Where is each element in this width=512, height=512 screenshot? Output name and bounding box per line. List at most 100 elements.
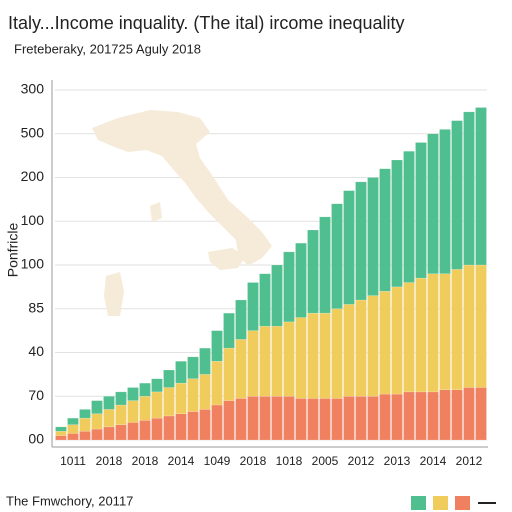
bar-segment bbox=[403, 282, 415, 393]
chart-subtitle: Freteberaky, 201725 Aguly 2018 bbox=[14, 41, 201, 56]
bar-segment bbox=[463, 387, 475, 441]
y-tick-label: 70 bbox=[28, 387, 44, 403]
bar-segment bbox=[415, 391, 427, 441]
y-tick-label: 500 bbox=[21, 124, 45, 140]
bar-segment bbox=[271, 264, 283, 327]
bar-segment bbox=[235, 398, 247, 441]
bar-segment bbox=[151, 417, 163, 441]
bar-segment bbox=[79, 431, 91, 441]
bar-segment bbox=[355, 396, 367, 441]
bar-segment bbox=[115, 424, 127, 441]
bar-segment bbox=[355, 299, 367, 397]
bar-segment bbox=[187, 356, 199, 379]
bar-segment bbox=[67, 424, 79, 434]
bar-segment bbox=[163, 415, 175, 441]
bar-segment bbox=[67, 417, 79, 425]
legend-swatch bbox=[411, 496, 426, 510]
bar-segment bbox=[271, 396, 283, 441]
y-tick-label: 00 bbox=[28, 431, 44, 447]
bar-segment bbox=[439, 273, 451, 390]
y-tick-label: 100 bbox=[21, 212, 45, 228]
y-tick-label: 40 bbox=[28, 343, 44, 359]
bar-segment bbox=[163, 387, 175, 417]
bar-segment bbox=[319, 398, 331, 441]
italy-map bbox=[92, 110, 272, 316]
x-tick-label: 2012 bbox=[456, 454, 483, 468]
bar-segment bbox=[163, 369, 175, 388]
bar-segment bbox=[55, 431, 67, 436]
bar-segment bbox=[151, 378, 163, 393]
bar-segment bbox=[259, 326, 271, 397]
legend-swatch bbox=[455, 496, 470, 510]
y-tick-label: 85 bbox=[28, 299, 44, 315]
bar-segment bbox=[223, 400, 235, 441]
bar-segment bbox=[223, 312, 235, 349]
bar-segment bbox=[451, 269, 463, 390]
bar-segment bbox=[199, 347, 211, 375]
bar-segment bbox=[247, 396, 259, 441]
x-tick-label: 2012 bbox=[348, 454, 375, 468]
bar-segment bbox=[463, 264, 475, 388]
footer: The Fmwchory, 20117 bbox=[6, 493, 133, 508]
x-tick-label: 2018 bbox=[132, 454, 159, 468]
bar-segment bbox=[235, 339, 247, 399]
bar-segment bbox=[67, 433, 79, 441]
bar-segment bbox=[295, 398, 307, 441]
bar-segment bbox=[427, 273, 439, 393]
bar-segment bbox=[379, 168, 391, 292]
bar-segment bbox=[415, 277, 427, 393]
bar-segment bbox=[271, 326, 283, 397]
x-tick-label: 2018 bbox=[96, 454, 123, 468]
y-tick-label: 200 bbox=[21, 168, 45, 184]
bar-segment bbox=[55, 435, 67, 441]
bar-segment bbox=[223, 347, 235, 401]
bar-segment bbox=[475, 264, 487, 388]
bar-segment bbox=[427, 133, 439, 274]
y-tick-label: 100 bbox=[21, 256, 45, 272]
bar-segment bbox=[343, 190, 355, 305]
x-tick-label: 2013 bbox=[384, 454, 411, 468]
chart-title: Italy...Income inquality. (The ital) irc… bbox=[8, 13, 405, 33]
bar-segment bbox=[283, 251, 295, 323]
bar-segment bbox=[199, 409, 211, 441]
bar-segment bbox=[247, 330, 259, 397]
bar-segment bbox=[139, 396, 151, 421]
bar-segment bbox=[139, 420, 151, 441]
bar-segment bbox=[367, 295, 379, 397]
bar-segment bbox=[367, 177, 379, 296]
bar-segment bbox=[187, 411, 199, 441]
bar-segment bbox=[127, 387, 139, 401]
bar-segment bbox=[343, 396, 355, 441]
bar-segment bbox=[451, 389, 463, 441]
bar-segment bbox=[307, 398, 319, 441]
bar-segment bbox=[319, 312, 331, 399]
bar-segment bbox=[367, 396, 379, 441]
bar-segment bbox=[463, 111, 475, 266]
bar-segment bbox=[343, 304, 355, 397]
bar-segment bbox=[103, 409, 115, 428]
bar-segment bbox=[391, 286, 403, 395]
bar-segment bbox=[175, 382, 187, 414]
bar-segment bbox=[91, 400, 103, 414]
bar-segment bbox=[103, 426, 115, 441]
x-tick-label: 1049 bbox=[204, 454, 231, 468]
bar-segment bbox=[355, 181, 367, 301]
bar-segment bbox=[79, 409, 91, 419]
bar-segment bbox=[211, 330, 223, 362]
bar-segment bbox=[415, 142, 427, 279]
x-tick-label: 1018 bbox=[276, 454, 303, 468]
bar-segment bbox=[211, 361, 223, 406]
bar-segment bbox=[475, 387, 487, 441]
bar-segment bbox=[307, 312, 319, 399]
y-tick-label: 300 bbox=[21, 81, 45, 97]
bar-segment bbox=[295, 242, 307, 318]
bar-segment bbox=[403, 151, 415, 283]
bar-segment bbox=[91, 428, 103, 441]
bar-segment bbox=[331, 398, 343, 441]
bar-segment bbox=[331, 203, 343, 309]
bar-segment bbox=[283, 396, 295, 441]
x-tick-label: 2005 bbox=[312, 454, 339, 468]
bar-segment bbox=[115, 404, 127, 425]
bar-segment bbox=[391, 393, 403, 441]
bar-segment bbox=[259, 396, 271, 441]
